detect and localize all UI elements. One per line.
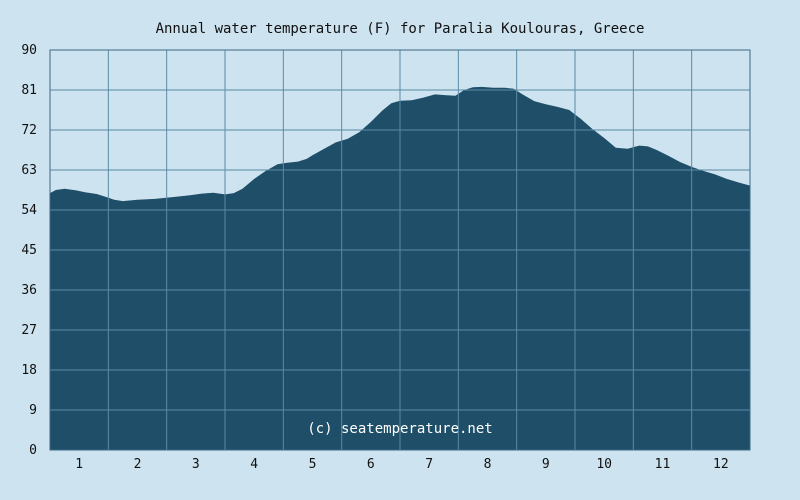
x-tick-label: 6 — [367, 457, 375, 472]
chart-title: Annual water temperature (F) for Paralia… — [156, 21, 645, 37]
x-tick-label: 10 — [596, 457, 612, 472]
y-tick-label: 90 — [21, 43, 37, 58]
x-tick-label: 1 — [75, 457, 83, 472]
x-tick-label: 7 — [425, 457, 433, 472]
y-tick-label: 18 — [21, 363, 37, 378]
x-tick-label: 9 — [542, 457, 550, 472]
x-tick-label: 2 — [134, 457, 142, 472]
y-tick-label: 27 — [21, 323, 37, 338]
watermark-text: (c) seatemperature.net — [307, 421, 492, 437]
y-tick-labels: 0 9 18 27 36 45 54 63 72 81 90 — [21, 43, 37, 458]
x-tick-label: 8 — [484, 457, 492, 472]
y-tick-label: 9 — [29, 403, 37, 418]
plot-border — [49, 49, 751, 451]
y-tick-label: 45 — [21, 243, 37, 258]
x-tick-label: 11 — [655, 457, 671, 472]
x-tick-label: 3 — [192, 457, 200, 472]
y-tick-label: 81 — [21, 83, 37, 98]
y-tick-label: 36 — [21, 283, 37, 298]
y-tick-label: 0 — [29, 443, 37, 458]
y-tick-label: 63 — [21, 163, 37, 178]
x-tick-label: 5 — [309, 457, 317, 472]
x-tick-label: 4 — [250, 457, 258, 472]
x-tick-label: 12 — [713, 457, 729, 472]
x-tick-labels: 1 2 3 4 5 6 7 8 9 10 11 12 — [75, 457, 728, 472]
y-tick-label: 72 — [21, 123, 37, 138]
y-tick-label: 54 — [21, 203, 37, 218]
